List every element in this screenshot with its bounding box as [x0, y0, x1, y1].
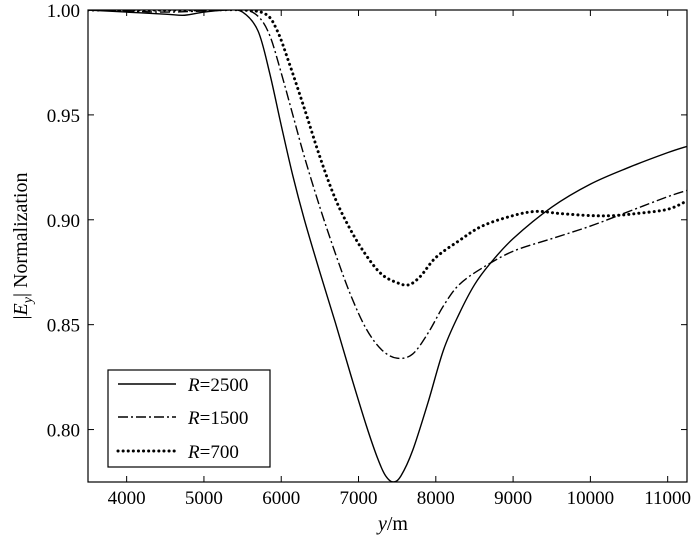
y-tick-label: 1.00 — [47, 1, 80, 22]
plot-frame — [87, 9, 688, 483]
x-tick-label: 6000 — [262, 488, 300, 509]
x-tick-label: 9000 — [494, 488, 532, 509]
x-tick-label: 7000 — [340, 488, 378, 509]
x-tick-label: 4000 — [108, 488, 146, 509]
y-tick-labels: 0.80 0.85 0.90 0.95 1.00 — [47, 1, 80, 442]
y-tick-label: 0.95 — [47, 106, 80, 127]
series-line-r700 — [88, 10, 687, 287]
x-axis-label: y/m — [376, 513, 408, 535]
legend-label-r1500: R=1500 — [187, 408, 248, 429]
x-tick-label: 5000 — [185, 488, 223, 509]
series-layer — [88, 10, 687, 482]
y-tick-label: 0.85 — [47, 316, 80, 337]
y-tick-label: 0.80 — [47, 421, 80, 442]
x-tick-labels: 4000 5000 6000 7000 8000 9000 10000 11000 — [108, 488, 691, 509]
x-tick-label: 11000 — [644, 488, 691, 509]
x-tick-label: 10000 — [567, 488, 615, 509]
legend-label-r700: R=700 — [187, 442, 239, 463]
legend-box — [107, 369, 271, 468]
x-tick-label: 8000 — [417, 488, 455, 509]
legend: R=2500 R=1500 R=700 — [107, 369, 271, 468]
legend-label-r2500: R=2500 — [187, 375, 248, 396]
y-axis-label: |Ey| Normalization — [10, 173, 36, 320]
series-line-r2500 — [88, 10, 687, 482]
y-tick-label: 0.90 — [47, 211, 80, 232]
series-line-r1500 — [88, 10, 687, 360]
